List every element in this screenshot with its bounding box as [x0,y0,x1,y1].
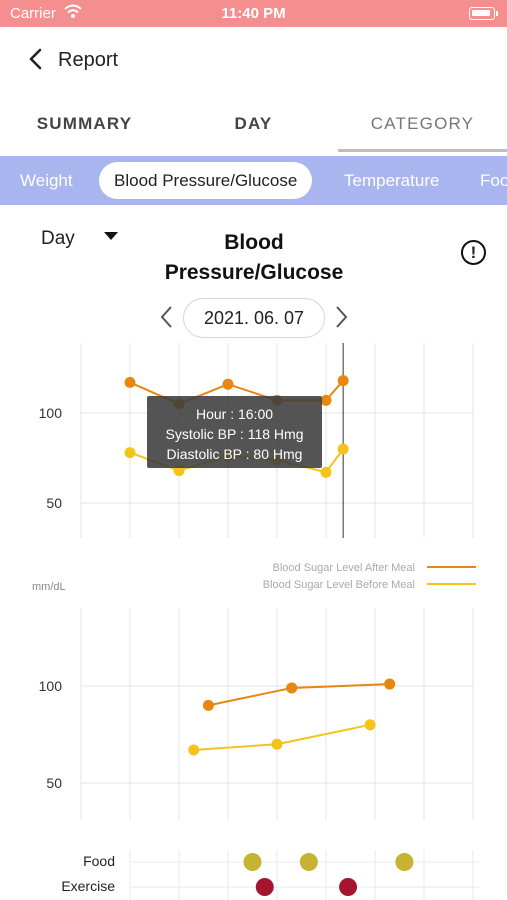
next-date-icon[interactable] [330,304,352,330]
chart-legend: Blood Sugar Level After Meal Blood Sugar… [263,562,476,591]
series-line [193,723,371,752]
info-icon[interactable]: ! [461,240,486,265]
y-tick-label: 50 [46,495,62,511]
tab-day[interactable]: DAY [234,114,273,133]
chip-temperature[interactable]: Temperature [344,171,440,190]
data-point [124,447,136,459]
category-chip-bar: Weight Blood Pressure/Glucose Temperatur… [0,156,507,205]
food-marker [299,853,318,871]
tab-category[interactable]: CATEGORY [338,96,507,152]
battery-icon [469,7,498,20]
exercise-marker [339,878,358,896]
activity-row-label-exercise: Exercise [61,878,115,894]
chart-tooltip: Hour : 16:00 Systolic BP : 118 Hmg Diast… [147,396,322,468]
data-point [337,375,349,387]
chip-weight[interactable]: Weight [20,171,73,190]
tooltip-hour: Hour : 16:00 [195,406,274,422]
nav-bar: Report [0,27,507,93]
data-point [222,378,234,390]
food-marker [395,853,414,871]
tab-summary[interactable]: SUMMARY [36,114,133,133]
tab-bar: SUMMARY DAY CATEGORY [0,96,507,152]
period-dropdown[interactable]: Day [41,228,75,249]
series-line [208,683,390,707]
back-chevron-icon[interactable] [24,47,48,71]
tooltip-diastolic: Diastolic BP : 80 Hmg [166,446,303,462]
date-display[interactable]: 2021. 06. 07 [183,298,325,338]
y-tick-label: 100 [39,405,63,421]
legend-label-before-meal: Blood Sugar Level Before Meal [263,579,415,591]
wifi-icon [64,4,82,18]
data-point [384,678,396,690]
chart-title-line2: Pressure/Glucose [164,261,344,284]
dropdown-caret-icon[interactable] [104,232,118,240]
data-point [124,376,136,388]
activity-row-label-food: Food [83,853,115,869]
chip-blood-pressure-glucose[interactable]: Blood Pressure/Glucose [99,162,313,199]
data-point [188,744,200,756]
data-point [364,719,376,731]
clock: 11:40 PM [221,5,286,22]
food-marker [243,853,262,871]
exercise-marker [255,878,274,896]
activity-chart: Food Exercise [61,850,480,900]
y-tick-label: 100 [39,678,63,694]
prev-date-icon[interactable] [156,304,178,330]
data-point [337,443,349,455]
data-point [202,699,214,711]
data-point [320,466,332,478]
data-point [286,682,298,694]
glucose-y-axis-label: mm/dL [32,581,66,593]
chart-title: Blood Pressure/Glucose [150,228,358,288]
carrier-label: Carrier [10,5,56,22]
chart-title-line1: Blood [224,231,284,254]
tooltip-systolic: Systolic BP : 118 Hmg [165,426,304,442]
data-point [320,394,332,406]
chip-food[interactable]: Foo [480,171,507,190]
data-point [271,738,283,750]
page-title: Report [58,49,119,71]
blood-sugar-chart: 100 50 [39,608,474,820]
y-tick-label: 50 [46,775,62,791]
legend-label-after-meal: Blood Sugar Level After Meal [273,562,415,574]
status-bar: Carrier 11:40 PM [0,0,507,27]
